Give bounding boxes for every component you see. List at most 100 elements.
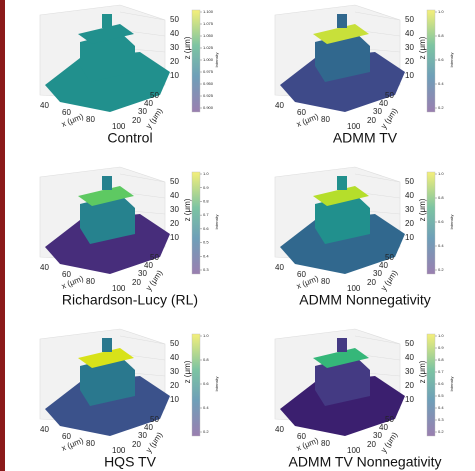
caption: ADMM TV bbox=[333, 130, 398, 146]
colorbar-tick-label: 0.2 bbox=[438, 105, 444, 110]
z-tick-label: 10 bbox=[405, 233, 414, 242]
z-tick-label: 10 bbox=[405, 395, 414, 404]
z-tick-label: 30 bbox=[170, 43, 179, 52]
z-tick-label: 50 bbox=[405, 339, 414, 348]
x-tick-label: 40 bbox=[40, 425, 49, 434]
z-tick-label: 40 bbox=[170, 353, 179, 362]
colorbar-label: Intensity bbox=[214, 377, 219, 392]
boat-chimney bbox=[102, 338, 112, 352]
y-axis-label: y (μm) bbox=[144, 268, 165, 292]
z-tick-label: 40 bbox=[170, 29, 179, 38]
y-axis-label: y (μm) bbox=[379, 430, 400, 454]
colorbar-tick-label: 0.8 bbox=[438, 33, 444, 38]
x-tick-label: 80 bbox=[86, 439, 95, 448]
z-tick-label: 20 bbox=[405, 381, 414, 390]
colorbar-tick-label: 1.0 bbox=[438, 9, 444, 14]
colorbar-tick-label: 0.8 bbox=[438, 195, 444, 200]
y-tick-label: 20 bbox=[132, 278, 141, 287]
y-tick-label: 30 bbox=[373, 431, 382, 440]
colorbar-tick-label: 0.7 bbox=[438, 369, 444, 374]
panel: 5040302010z (μm)406080100x (μm)50403020y… bbox=[40, 329, 219, 470]
z-tick-label: 30 bbox=[170, 205, 179, 214]
z-tick-label: 50 bbox=[170, 15, 179, 24]
y-tick-label: 30 bbox=[138, 107, 147, 116]
colorbar-tick-label: 0.2 bbox=[438, 429, 444, 434]
z-tick-label: 20 bbox=[170, 57, 179, 66]
colorbar-tick-label: 0.950 bbox=[203, 81, 214, 86]
y-tick-label: 30 bbox=[373, 269, 382, 278]
colorbar-tick-label: 0.7 bbox=[203, 212, 209, 217]
z-tick-label: 10 bbox=[170, 71, 179, 80]
y-tick-label: 20 bbox=[132, 116, 141, 125]
x-tick-label: 40 bbox=[40, 101, 49, 110]
z-tick-label: 40 bbox=[405, 29, 414, 38]
z-tick-label: 10 bbox=[170, 233, 179, 242]
y-axis-label: y (μm) bbox=[379, 106, 400, 130]
z-axis-label: z (μm) bbox=[183, 36, 192, 59]
colorbar-tick-label: 0.900 bbox=[203, 105, 214, 110]
boat-chimney bbox=[337, 176, 347, 190]
colorbar-tick-label: 0.5 bbox=[438, 393, 444, 398]
colorbar-label: Intensity bbox=[449, 53, 454, 68]
colorbar-tick-label: 0.9 bbox=[203, 185, 209, 190]
colorbar-label: Intensity bbox=[214, 53, 219, 68]
z-tick-label: 30 bbox=[405, 205, 414, 214]
y-tick-label: 30 bbox=[138, 269, 147, 278]
colorbar bbox=[192, 10, 200, 112]
x-tick-label: 40 bbox=[275, 263, 284, 272]
colorbar-tick-label: 0.4 bbox=[438, 81, 444, 86]
colorbar-tick-label: 0.4 bbox=[203, 253, 209, 258]
boat-chimney bbox=[337, 338, 347, 352]
colorbar-tick-label: 0.3 bbox=[438, 417, 444, 422]
y-tick-label: 30 bbox=[138, 431, 147, 440]
z-tick-label: 40 bbox=[170, 191, 179, 200]
colorbar-tick-label: 1.0 bbox=[438, 171, 444, 176]
caption: HQS TV bbox=[104, 454, 157, 470]
colorbar-tick-label: 0.4 bbox=[438, 243, 444, 248]
figure: 5040302010z (μm)406080100x (μm)50403020y… bbox=[0, 0, 475, 471]
y-tick-label: 20 bbox=[367, 278, 376, 287]
colorbar-tick-label: 1.000 bbox=[203, 57, 214, 62]
colorbar-tick-label: 1.025 bbox=[203, 45, 214, 50]
y-tick-label: 20 bbox=[367, 440, 376, 449]
z-tick-label: 40 bbox=[405, 191, 414, 200]
colorbar-tick-label: 0.4 bbox=[203, 405, 209, 410]
z-tick-label: 50 bbox=[170, 177, 179, 186]
z-tick-label: 20 bbox=[170, 381, 179, 390]
colorbar-label: Intensity bbox=[214, 215, 219, 230]
x-tick-label: 80 bbox=[321, 277, 330, 286]
y-axis-label: y (μm) bbox=[144, 430, 165, 454]
z-tick-label: 50 bbox=[405, 15, 414, 24]
z-tick-label: 50 bbox=[405, 177, 414, 186]
z-tick-label: 30 bbox=[405, 367, 414, 376]
colorbar-tick-label: 0.6 bbox=[438, 219, 444, 224]
colorbar-tick-label: 0.8 bbox=[203, 198, 209, 203]
x-tick-label: 80 bbox=[86, 115, 95, 124]
caption: ADMM Nonnegativity bbox=[299, 292, 431, 308]
x-tick-label: 40 bbox=[275, 101, 284, 110]
colorbar-tick-label: 0.6 bbox=[438, 381, 444, 386]
panel: 5040302010z (μm)406080100x (μm)50403020y… bbox=[40, 167, 219, 308]
y-tick-label: 20 bbox=[132, 440, 141, 449]
z-tick-label: 10 bbox=[170, 395, 179, 404]
colorbar bbox=[427, 334, 435, 436]
z-tick-label: 10 bbox=[405, 71, 414, 80]
colorbar bbox=[192, 172, 200, 274]
boat-chimney bbox=[102, 14, 112, 28]
colorbar-tick-label: 0.8 bbox=[438, 357, 444, 362]
colorbar-label: Intensity bbox=[449, 377, 454, 392]
colorbar-tick-label: 0.2 bbox=[438, 267, 444, 272]
z-tick-label: 20 bbox=[170, 219, 179, 228]
colorbar-tick-label: 0.9 bbox=[438, 345, 444, 350]
colorbar-tick-label: 0.6 bbox=[438, 57, 444, 62]
colorbar-tick-label: 1.075 bbox=[203, 21, 214, 26]
z-axis-label: z (μm) bbox=[418, 36, 427, 59]
colorbar-tick-label: 0.975 bbox=[203, 69, 214, 74]
x-tick-label: 40 bbox=[275, 425, 284, 434]
colorbar-tick-label: 1.0 bbox=[438, 333, 444, 338]
boat-chimney bbox=[337, 14, 347, 28]
x-tick-label: 80 bbox=[86, 277, 95, 286]
